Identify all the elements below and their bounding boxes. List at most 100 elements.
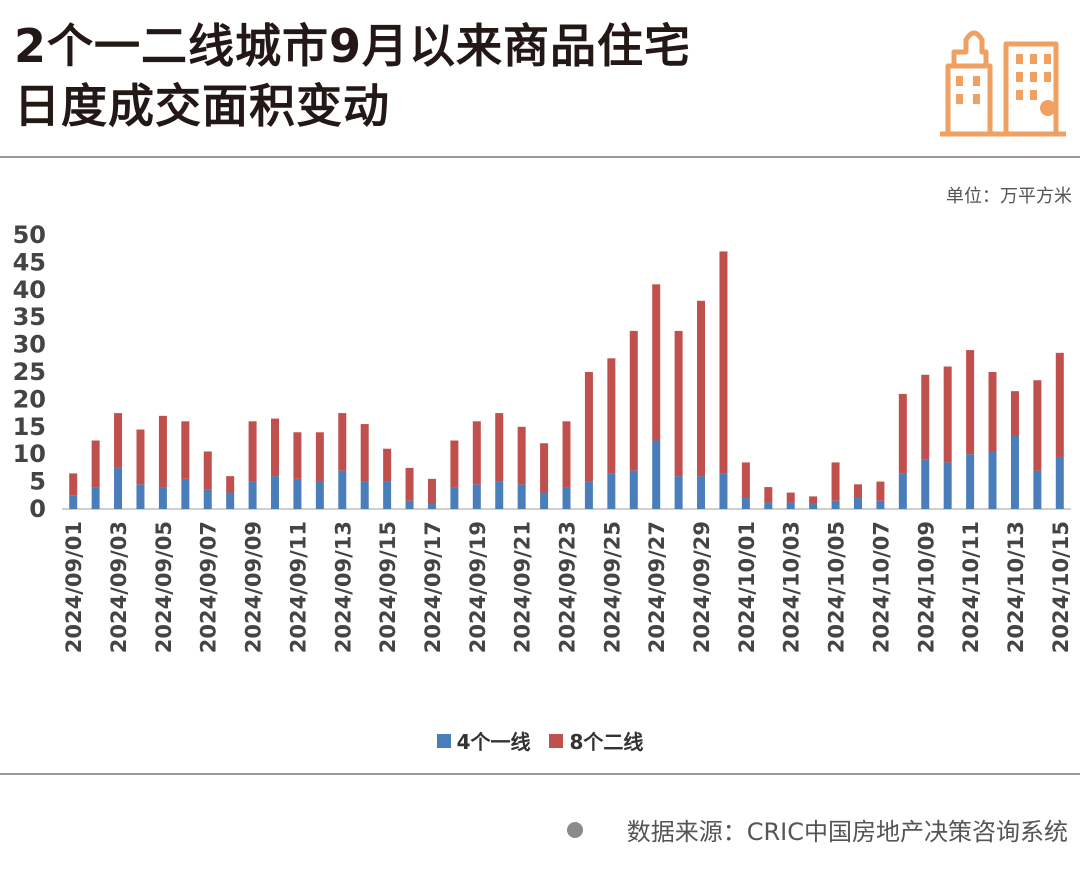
bar-segment-tier2 xyxy=(450,440,459,488)
bar-segment-tier2 xyxy=(69,473,78,496)
bar-segment-tier2 xyxy=(315,432,324,482)
source-note: 数据来源：CRIC中国房地产决策咨询系统 xyxy=(566,812,1068,847)
bar-segment-tier1 xyxy=(226,492,235,509)
bar-segment-tier1 xyxy=(853,498,862,509)
bar-segment-tier1 xyxy=(158,487,167,509)
bar-segment-tier1 xyxy=(629,470,638,509)
bar-segment-tier1 xyxy=(1055,456,1064,509)
x-tick-label: 2024/10/09 xyxy=(914,521,938,653)
bar-segment-tier1 xyxy=(652,440,661,509)
bar-segment-tier1 xyxy=(360,481,369,509)
bar-segment-tier1 xyxy=(427,503,436,509)
bar-segment-tier1 xyxy=(271,476,280,509)
bar-segment-tier2 xyxy=(248,421,257,482)
bar-segment-tier1 xyxy=(315,481,324,509)
source-label: 数据来源：CRIC中国房地产决策咨询系统 xyxy=(626,818,1068,846)
bar-segment-tier1 xyxy=(966,454,975,509)
bar-segment-tier2 xyxy=(383,448,392,482)
bar-segment-tier2 xyxy=(136,429,145,485)
bar-segment-tier1 xyxy=(764,502,773,509)
x-tick-label: 2024/09/21 xyxy=(511,521,535,653)
bar-segment-tier1 xyxy=(741,498,750,509)
bar-segment-tier1 xyxy=(988,451,997,509)
chart-legend: 4个一线 8个二线 xyxy=(0,726,1080,755)
bar-segment-tier2 xyxy=(226,476,235,493)
bar-segment-tier1 xyxy=(69,495,78,509)
bar-segment-tier1 xyxy=(338,470,347,509)
bar-segment-tier2 xyxy=(203,451,212,490)
x-tick-label: 2024/09/25 xyxy=(600,521,624,653)
bar-segment-tier1 xyxy=(383,481,392,509)
bar-segment-tier2 xyxy=(741,462,750,499)
bar-segment-tier2 xyxy=(360,424,369,482)
bar-segment-tier1 xyxy=(1033,470,1042,509)
bar-segment-tier2 xyxy=(495,413,504,482)
bar-segment-tier1 xyxy=(181,478,190,509)
header-divider xyxy=(0,156,1080,158)
x-tick-label: 2024/10/15 xyxy=(1049,521,1073,653)
bar-segment-tier2 xyxy=(91,440,100,488)
bar-segment-tier2 xyxy=(562,421,571,488)
bar-segment-tier2 xyxy=(114,413,123,468)
bar-segment-tier2 xyxy=(427,478,436,504)
x-tick-label: 2024/09/23 xyxy=(556,521,580,653)
unit-label: 单位：万平方米 xyxy=(946,186,1072,207)
title-line-2: 日度成交面积变动 xyxy=(14,79,390,133)
x-tick-label: 2024/09/13 xyxy=(331,521,355,653)
bar-segment-tier1 xyxy=(248,481,257,509)
bar-segment-tier2 xyxy=(697,300,706,477)
bar-segment-tier2 xyxy=(293,432,302,479)
bar-segment-tier2 xyxy=(719,251,728,474)
bar-segment-tier1 xyxy=(898,473,907,509)
bar-segment-tier1 xyxy=(450,487,459,509)
bar-segment-tier2 xyxy=(338,413,347,471)
y-tick-label: 45 xyxy=(13,248,46,276)
bar-segment-tier1 xyxy=(584,481,593,509)
x-tick-label: 2024/09/19 xyxy=(466,521,490,653)
x-tick-label: 2024/09/01 xyxy=(62,521,86,653)
x-tick-label: 2024/10/03 xyxy=(780,521,804,653)
bar-segment-tier1 xyxy=(495,481,504,509)
footer-divider xyxy=(0,773,1080,775)
bar-segment-tier2 xyxy=(1055,352,1064,457)
bar-segment-tier1 xyxy=(809,503,818,509)
bar-segment-tier1 xyxy=(203,489,212,509)
legend-label-tier2: 8个二线 xyxy=(569,730,644,754)
bar-segment-tier1 xyxy=(697,476,706,509)
legend-item-tier1: 4个一线 xyxy=(436,726,531,755)
y-tick-label: 5 xyxy=(29,468,46,496)
bar-segment-tier2 xyxy=(921,374,930,460)
bar-segment-tier2 xyxy=(629,330,638,471)
bar-segment-tier2 xyxy=(853,484,862,499)
y-tick-label: 0 xyxy=(29,495,46,523)
bar-segment-tier2 xyxy=(809,496,818,504)
x-tick-label: 2024/10/01 xyxy=(735,521,759,653)
bar-segment-tier2 xyxy=(405,467,414,501)
bar-segment-tier1 xyxy=(136,484,145,509)
page-title: 2个一二线城市9月以来商品住宅 日度成交面积变动 xyxy=(14,16,691,136)
x-tick-label: 2024/09/03 xyxy=(107,521,131,653)
bar-segment-tier2 xyxy=(1010,391,1019,436)
bar-segment-tier1 xyxy=(540,492,549,509)
bar-segment-tier2 xyxy=(472,421,481,485)
y-tick-label: 10 xyxy=(13,440,46,468)
bar-segment-tier2 xyxy=(876,481,885,501)
x-tick-label: 2024/09/11 xyxy=(286,521,310,653)
bar-segment-tier2 xyxy=(271,418,280,477)
y-tick-label: 40 xyxy=(13,276,46,304)
bar-segment-tier1 xyxy=(405,500,414,509)
x-tick-label: 2024/09/27 xyxy=(645,521,669,653)
bar-segment-tier2 xyxy=(898,393,907,474)
legend-swatch-tier1 xyxy=(436,733,451,748)
title-line-1: 2个一二线城市9月以来商品住宅 xyxy=(14,19,692,73)
x-tick-label: 2024/09/17 xyxy=(421,521,445,653)
x-tick-label: 2024/10/05 xyxy=(825,521,849,653)
bar-segment-tier2 xyxy=(584,372,593,482)
bar-segment-tier1 xyxy=(921,459,930,509)
x-tick-label: 2024/10/07 xyxy=(869,521,893,653)
y-tick-label: 50 xyxy=(13,221,46,249)
bar-segment-tier2 xyxy=(988,372,997,452)
bar-segment-tier1 xyxy=(831,500,840,509)
dot-icon xyxy=(566,821,583,838)
